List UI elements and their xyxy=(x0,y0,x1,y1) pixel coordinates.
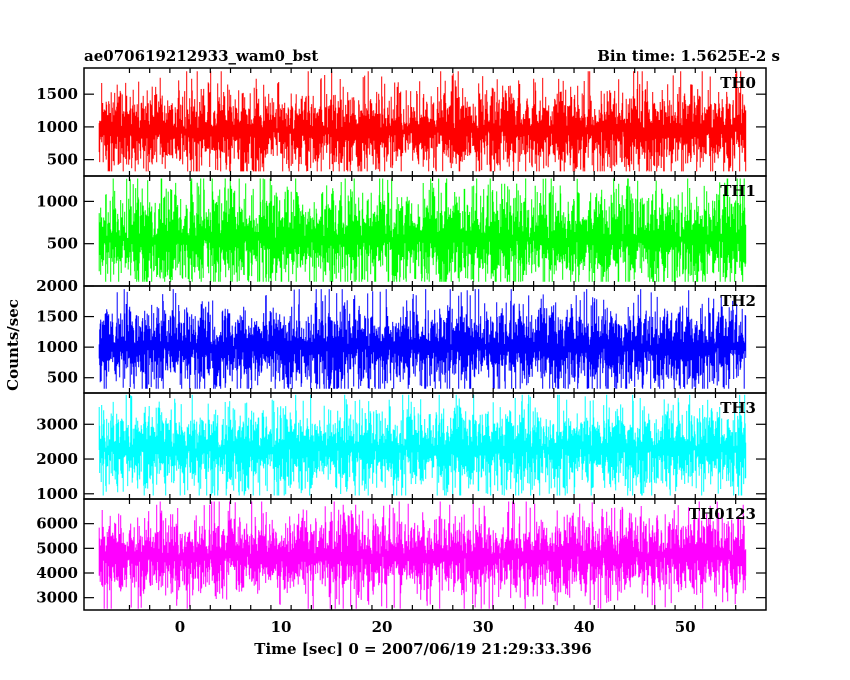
x-tick-label: 10 xyxy=(271,618,292,636)
series-th2 xyxy=(98,289,747,389)
panel-th1: 500 1000 TH1 xyxy=(36,175,767,287)
y-tick-label: 2000 xyxy=(36,450,78,468)
y-tick-label: 5000 xyxy=(36,539,78,557)
series-th1 xyxy=(98,178,747,282)
y-tick-label: 3000 xyxy=(36,589,78,607)
panel-label-th2: TH2 xyxy=(720,292,756,310)
x-axis-label: Time [sec] 0 = 2007/06/19 21:29:33.396 xyxy=(254,640,591,658)
y-tick-label: 500 xyxy=(47,369,78,387)
y-tick-label: 500 xyxy=(47,235,78,253)
panel-th2: 500 1000 1500 2000 TH2 xyxy=(36,277,767,394)
panel-th3: 1000 2000 3000 TH3 xyxy=(36,392,767,503)
y-tick-label: 1500 xyxy=(36,85,78,103)
series-th3 xyxy=(98,394,747,496)
x-tick-label: 50 xyxy=(675,618,696,636)
y-tick-label: 4000 xyxy=(36,564,78,582)
x-tick-label: 40 xyxy=(574,618,595,636)
series-th0 xyxy=(98,71,747,172)
y-tick-label: 1000 xyxy=(36,118,78,136)
panel-label-th1: TH1 xyxy=(720,182,756,200)
y-tick-label: 1000 xyxy=(36,192,78,210)
panel-th0: 500 1000 1500 TH0 xyxy=(36,67,767,177)
panel-th0123: 3000 4000 5000 6000 TH0123 xyxy=(36,498,767,611)
panel-label-th0: TH0 xyxy=(720,74,756,92)
bin-time-label: Bin time: 1.5625E-2 s xyxy=(597,47,780,65)
y-tick-label: 1000 xyxy=(36,338,78,356)
y-tick-label: 500 xyxy=(47,151,78,169)
panel-label-th0123: TH0123 xyxy=(689,505,756,523)
y-tick-label: 6000 xyxy=(36,515,78,533)
x-tick-label: 20 xyxy=(372,618,393,636)
series-th0123 xyxy=(98,501,747,609)
y-axis-label: Counts/sec xyxy=(4,299,22,391)
chart-title: ae070619212933_wam0_bst xyxy=(84,47,318,65)
y-tick-label: 1000 xyxy=(36,485,78,503)
y-tick-label: 1500 xyxy=(36,308,78,326)
y-tick-label: 2000 xyxy=(36,277,78,295)
panels-group: 50010001500TH05001000TH1500100015002000T… xyxy=(36,67,767,636)
x-tick-label: 0 xyxy=(175,618,185,636)
panel-label-th3: TH3 xyxy=(720,399,756,417)
panel-frame xyxy=(83,498,767,611)
y-tick-label: 3000 xyxy=(36,415,78,433)
x-tick-label: 30 xyxy=(473,618,494,636)
